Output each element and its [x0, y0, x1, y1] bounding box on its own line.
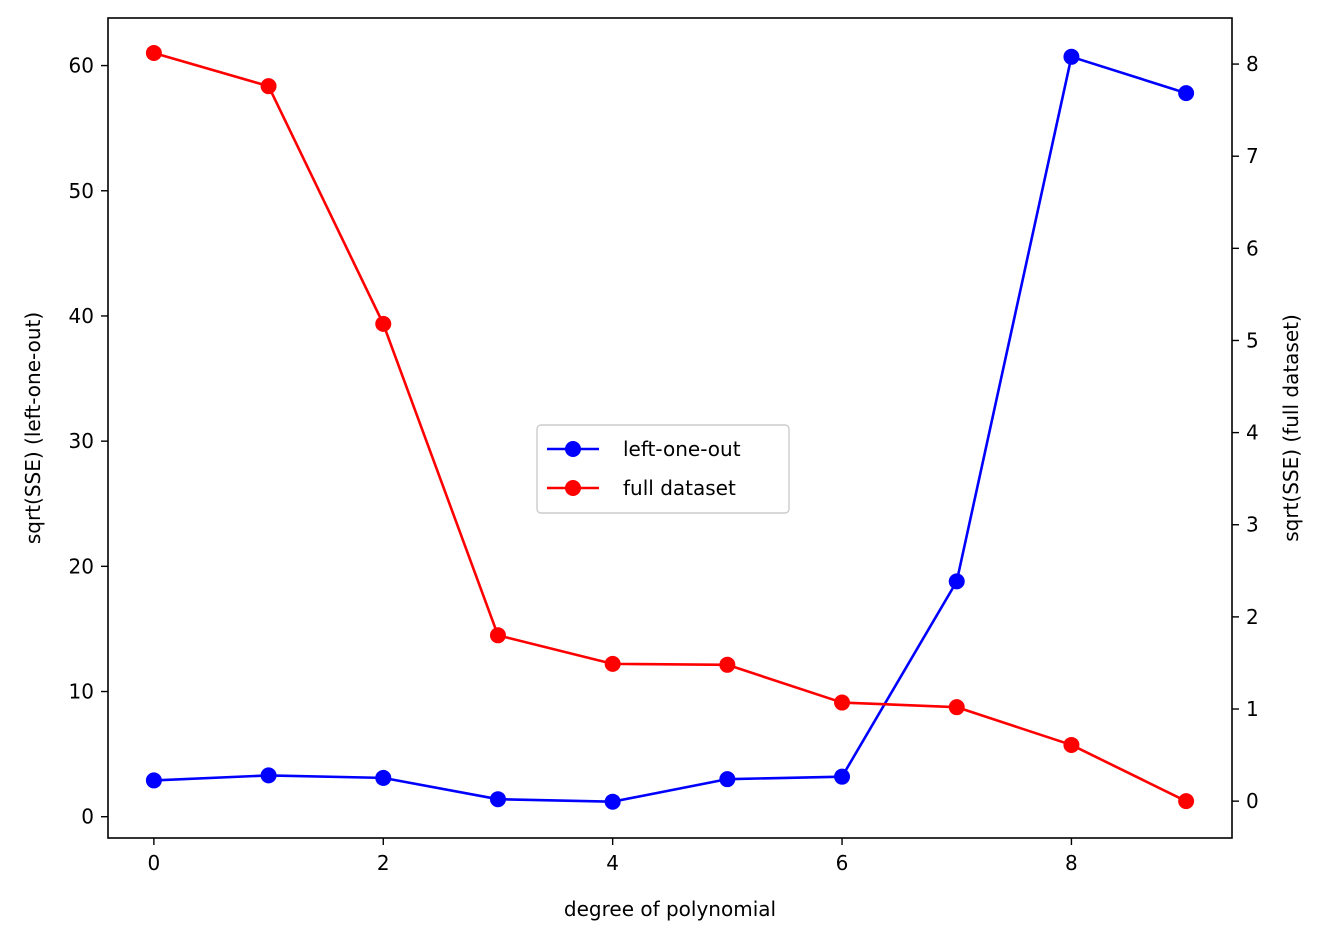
data-point-left-one-out — [834, 768, 851, 785]
left-y-axis: 0 10 20 30 40 50 60 — [69, 54, 108, 829]
x-axis-label: degree of polynomial — [564, 897, 776, 921]
x-tick-label: 6 — [836, 851, 849, 875]
legend-label: left-one-out — [623, 437, 741, 461]
left-y-axis-label: sqrt(SSE) (left-one-out) — [21, 312, 45, 544]
right-y-tick-label: 7 — [1246, 144, 1259, 168]
data-point-full-dataset — [260, 78, 277, 95]
data-point-full-dataset — [1063, 736, 1080, 753]
x-tick-label: 8 — [1065, 851, 1078, 875]
x-tick-label: 4 — [606, 851, 619, 875]
x-tick-label: 0 — [148, 851, 161, 875]
left-y-tick-label: 50 — [69, 179, 94, 203]
data-point-full-dataset — [375, 315, 392, 332]
data-point-left-one-out — [604, 793, 621, 810]
left-y-tick-label: 20 — [69, 554, 94, 578]
right-y-tick-label: 3 — [1246, 513, 1259, 537]
series-layer — [145, 45, 1195, 810]
legend-box — [536, 424, 790, 514]
series-line-left-one-out — [153, 55, 1187, 803]
data-point-full-dataset — [834, 694, 851, 711]
data-point-full-dataset — [604, 655, 621, 672]
legend-marker — [565, 441, 581, 457]
data-point-left-one-out — [489, 791, 506, 808]
data-point-left-one-out — [948, 573, 965, 590]
right-y-axis: 0 1 2 3 4 5 6 7 8 — [1232, 52, 1259, 813]
legend: left-one-out full dataset — [536, 424, 790, 514]
right-y-tick-label: 5 — [1246, 328, 1259, 352]
data-point-left-one-out — [260, 767, 277, 784]
data-point-left-one-out — [1178, 85, 1195, 102]
right-y-tick-label: 0 — [1246, 789, 1259, 813]
x-tick-label: 2 — [377, 851, 390, 875]
plot-area-frame — [107, 17, 1233, 839]
data-point-left-one-out — [145, 772, 162, 789]
right-y-tick-label: 6 — [1246, 236, 1259, 260]
data-point-full-dataset — [719, 656, 736, 673]
right-y-tick-label: 4 — [1246, 421, 1259, 445]
right-y-tick-label: 1 — [1246, 697, 1259, 721]
right-y-axis-label: sqrt(SSE) (full dataset) — [1279, 314, 1303, 542]
left-y-tick-label: 10 — [69, 680, 94, 704]
data-point-full-dataset — [1178, 793, 1195, 810]
legend-label: full dataset — [623, 476, 736, 500]
left-y-tick-label: 60 — [69, 54, 94, 78]
left-y-tick-label: 30 — [69, 429, 94, 453]
data-point-full-dataset — [489, 627, 506, 644]
data-point-full-dataset — [145, 45, 162, 62]
series-line-full-dataset — [153, 51, 1187, 803]
right-y-tick-label: 2 — [1246, 605, 1259, 629]
left-y-tick-label: 0 — [81, 805, 94, 829]
x-axis: 0 2 4 6 8 — [148, 838, 1078, 875]
data-point-left-one-out — [375, 769, 392, 786]
data-point-left-one-out — [719, 771, 736, 788]
data-point-left-one-out — [1063, 48, 1080, 65]
data-point-full-dataset — [948, 699, 965, 716]
left-y-tick-label: 40 — [69, 304, 94, 328]
legend-marker — [565, 480, 581, 496]
right-y-tick-label: 8 — [1246, 52, 1259, 76]
